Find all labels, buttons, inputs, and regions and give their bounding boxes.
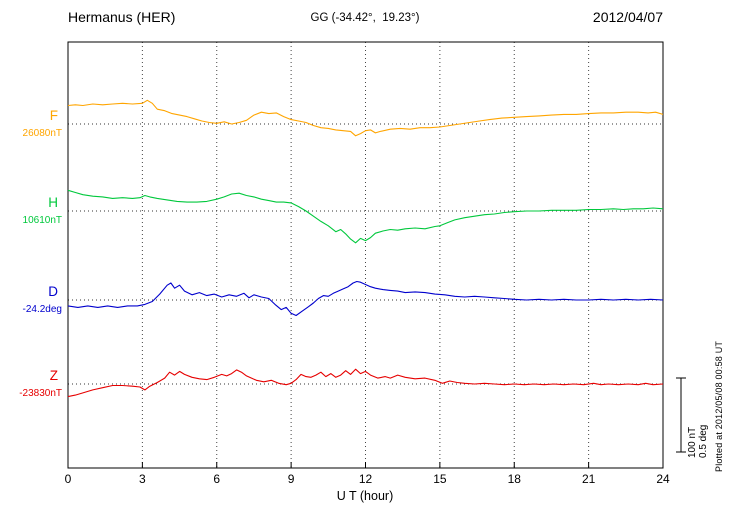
series-letter-D: D xyxy=(48,284,58,299)
x-tick-label-12: 12 xyxy=(358,472,373,486)
scale-label-deg: 0.5 deg xyxy=(698,424,709,458)
trace-D xyxy=(67,280,664,317)
series-letter-F: F xyxy=(49,108,58,123)
series-baseline-value-F: 26080nT xyxy=(22,128,62,139)
scale-bar-label: 100 nT 0.5 deg xyxy=(687,425,709,458)
x-tick-label-9: 9 xyxy=(287,472,295,486)
station-title: Hermanus (HER) xyxy=(68,9,176,25)
scale-label-nt: 100 nT xyxy=(687,426,698,458)
x-tick-label-21: 21 xyxy=(581,472,596,486)
x-axis-title: U T (hour) xyxy=(336,489,394,503)
trace-Z xyxy=(67,368,664,398)
plotted-at-note: Plotted at 2012/05/08 00:58 UT xyxy=(714,340,724,472)
x-tick-label-18: 18 xyxy=(507,472,521,486)
geographic-coordinates: GG (-34.42°, 19.23°) xyxy=(310,12,420,24)
x-tick-label-24: 24 xyxy=(656,472,670,486)
x-tick-label-0: 0 xyxy=(64,472,72,486)
series-letter-H: H xyxy=(48,195,58,210)
trace-F xyxy=(67,99,664,137)
series-baseline-value-Z: -23830nT xyxy=(19,388,62,399)
plot-date: 2012/04/07 xyxy=(592,9,663,25)
x-tick-label-3: 3 xyxy=(139,472,146,486)
x-tick-label-6: 6 xyxy=(213,472,221,486)
series-letter-Z: Z xyxy=(49,368,58,383)
x-tick-label-15: 15 xyxy=(433,472,447,486)
series-baseline-value-D: -24.2deg xyxy=(22,304,62,315)
trace-H xyxy=(67,189,664,244)
series-baseline-value-H: 10610nT xyxy=(22,215,62,226)
